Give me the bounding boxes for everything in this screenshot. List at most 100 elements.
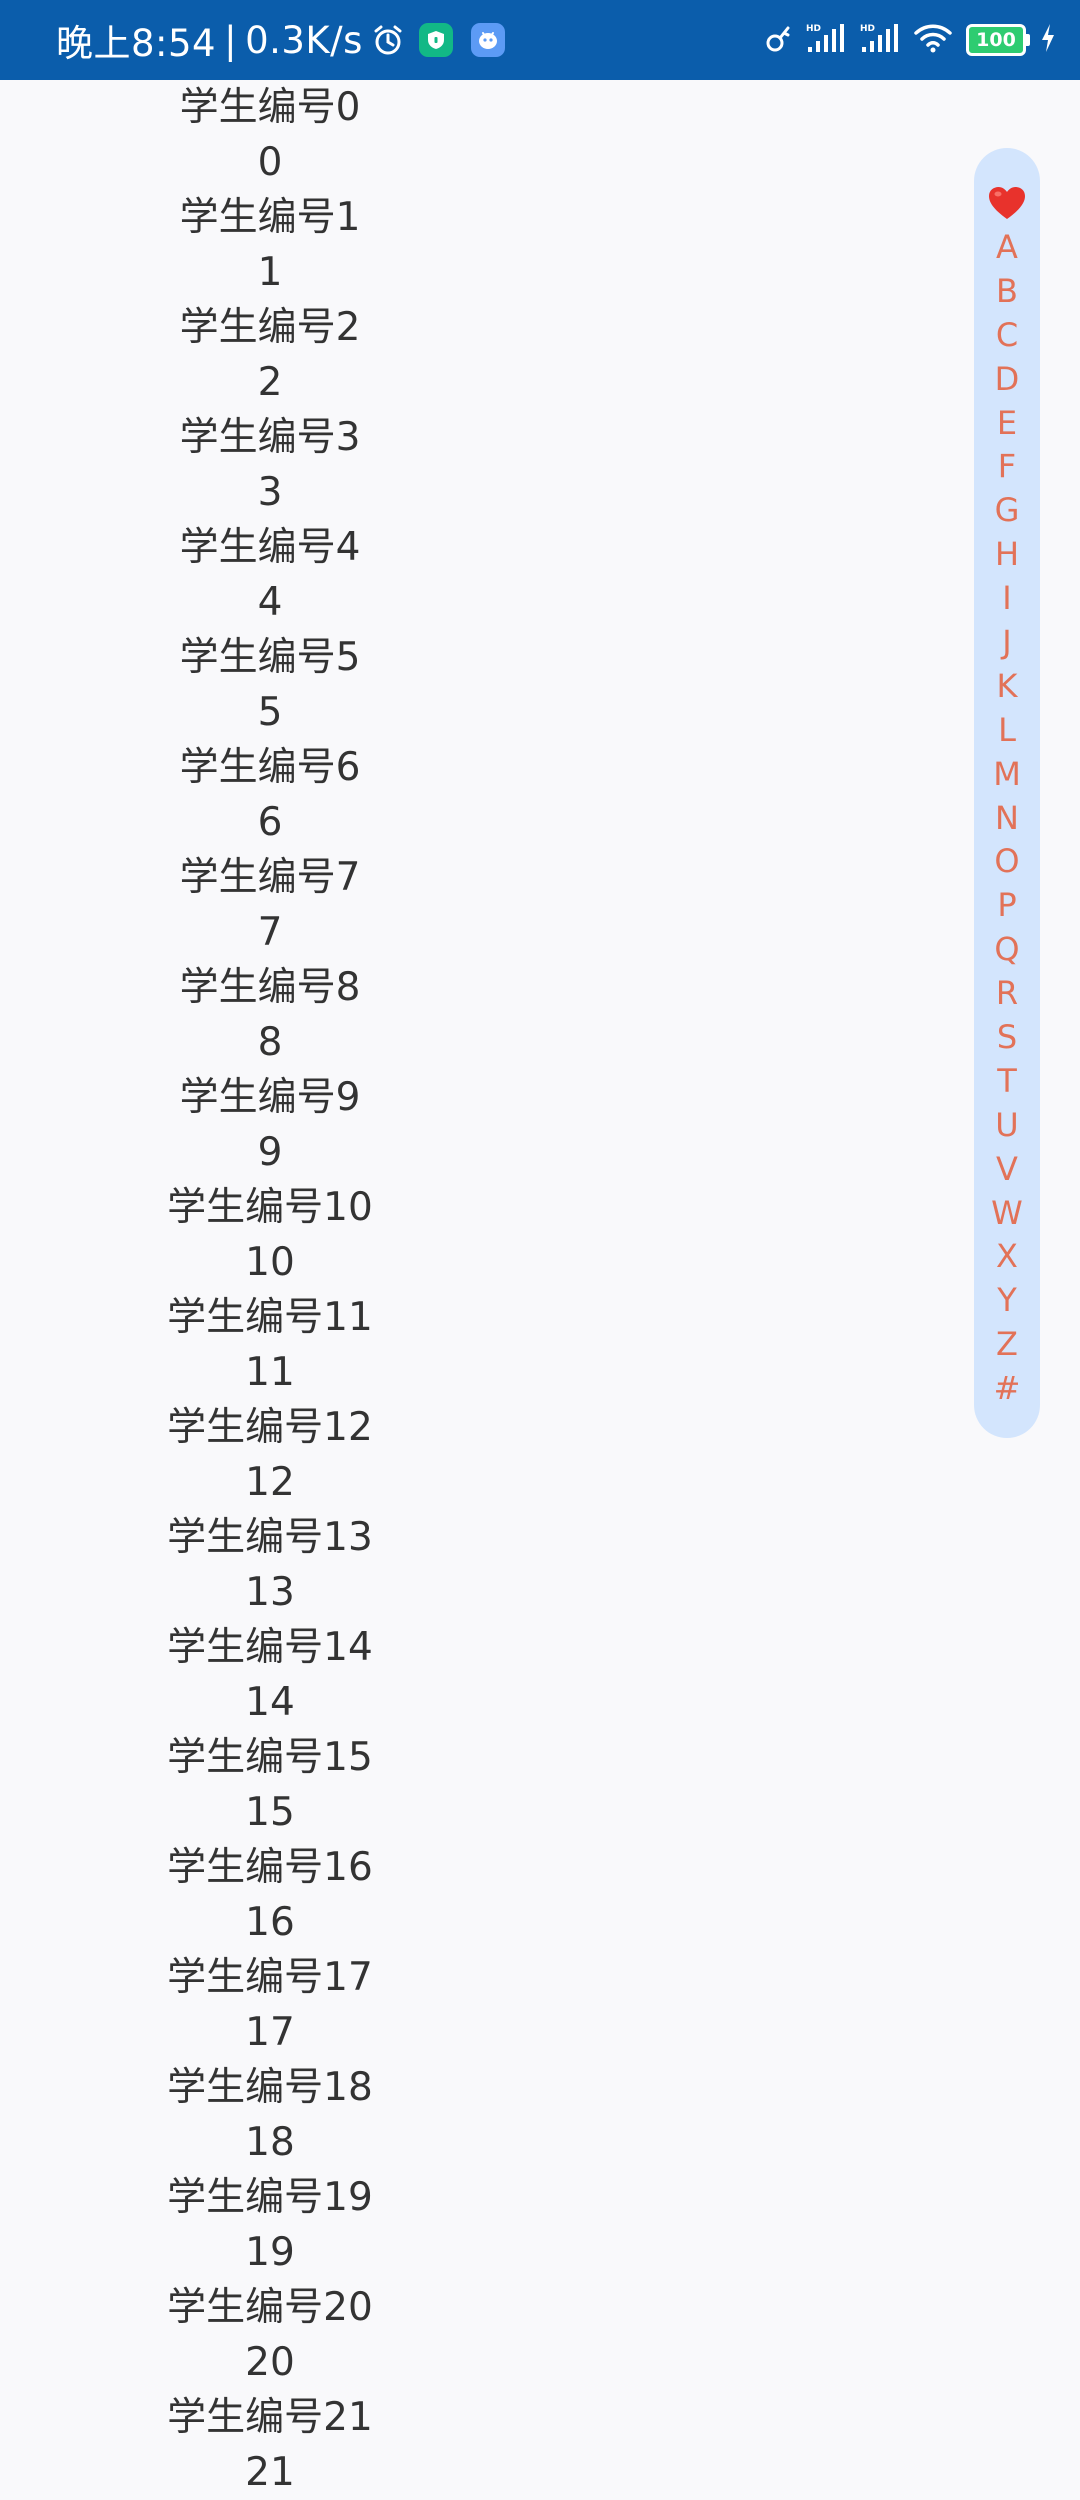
hd-signal-icon: HD <box>860 21 900 59</box>
student-number: 18 <box>245 2120 295 2165</box>
student-name: 学生编号3 <box>179 415 361 460</box>
index-letter[interactable]: P <box>997 886 1017 925</box>
student-number: 10 <box>245 1240 295 1285</box>
index-letter[interactable]: V <box>996 1149 1018 1188</box>
index-letter[interactable]: E <box>996 403 1018 442</box>
list-item[interactable]: 学生编号7 7 <box>0 850 1080 960</box>
heart-icon[interactable] <box>974 180 1040 226</box>
student-name: 学生编号13 <box>167 1515 373 1560</box>
index-letter[interactable]: K <box>996 666 1018 705</box>
index-letter[interactable]: D <box>994 359 1020 398</box>
list-item-content: 学生编号13 13 <box>0 1510 540 1620</box>
list-item[interactable]: 学生编号11 11 <box>0 1290 1080 1400</box>
list-item-content: 学生编号11 11 <box>0 1290 540 1400</box>
index-letter[interactable]: J <box>1002 623 1012 662</box>
list-item[interactable]: 学生编号21 21 <box>0 2390 1080 2500</box>
student-number: 4 <box>257 580 283 625</box>
list-item-content: 学生编号18 18 <box>0 2060 540 2170</box>
index-letter[interactable]: Q <box>994 930 1020 969</box>
index-letter[interactable]: U <box>995 1105 1019 1144</box>
list-item[interactable]: 学生编号0 0 <box>0 80 1080 190</box>
student-name: 学生编号7 <box>179 855 361 900</box>
list-item[interactable]: 学生编号8 8 <box>0 960 1080 1070</box>
list-item[interactable]: 学生编号17 17 <box>0 1950 1080 2060</box>
list-item-content: 学生编号21 21 <box>0 2390 540 2500</box>
list-item[interactable]: 学生编号20 20 <box>0 2280 1080 2390</box>
index-letter[interactable]: C <box>995 315 1019 354</box>
index-letter[interactable]: R <box>995 974 1019 1013</box>
list-item[interactable]: 学生编号2 2 <box>0 300 1080 410</box>
list-item[interactable]: 学生编号9 9 <box>0 1070 1080 1180</box>
svg-text:HD: HD <box>860 24 875 34</box>
list-item[interactable]: 学生编号4 4 <box>0 520 1080 630</box>
student-number: 20 <box>245 2340 295 2385</box>
student-name: 学生编号15 <box>167 1735 373 1780</box>
index-letter[interactable]: L <box>998 710 1016 749</box>
student-name: 学生编号17 <box>167 1955 373 2000</box>
status-right: HD HD <box>766 0 1056 80</box>
index-letter[interactable]: H <box>994 535 1020 574</box>
index-letter[interactable]: X <box>996 1237 1018 1276</box>
list-item-content: 学生编号9 9 <box>0 1070 540 1180</box>
list-item[interactable]: 学生编号5 5 <box>0 630 1080 740</box>
list-item[interactable]: 学生编号13 13 <box>0 1510 1080 1620</box>
index-letter[interactable]: A <box>996 228 1018 266</box>
list-item-content: 学生编号1 1 <box>0 190 540 300</box>
index-letter[interactable]: Y <box>997 1281 1017 1320</box>
student-list[interactable]: 学生编号0 0 学生编号1 1 学生编号2 2 学生编号3 3 学生编号4 4 学生编号5 5 学生编号… <box>0 80 1080 2500</box>
assistant-app-icon <box>470 23 505 57</box>
student-name: 学生编号12 <box>167 1405 373 1450</box>
index-letter[interactable]: W <box>991 1193 1023 1232</box>
list-item[interactable]: 学生编号15 15 <box>0 1730 1080 1840</box>
status-separator: | <box>224 18 238 62</box>
key-icon <box>766 21 792 59</box>
index-letter[interactable]: B <box>996 271 1018 310</box>
student-number: 5 <box>257 690 283 735</box>
list-item-content: 学生编号20 20 <box>0 2280 540 2390</box>
list-item-content: 学生编号6 6 <box>0 740 540 850</box>
student-name: 学生编号19 <box>167 2175 373 2220</box>
hd-signal-icon: HD <box>806 21 846 59</box>
student-number: 13 <box>245 1570 295 1615</box>
index-letter[interactable]: S <box>996 1018 1018 1057</box>
list-item[interactable]: 学生编号14 14 <box>0 1620 1080 1730</box>
index-letter[interactable]: T <box>997 1061 1017 1100</box>
student-number: 14 <box>245 1680 295 1725</box>
student-name: 学生编号5 <box>179 635 361 680</box>
student-number: 3 <box>257 470 283 515</box>
list-item-content: 学生编号15 15 <box>0 1730 540 1840</box>
student-number: 7 <box>257 910 283 955</box>
list-item[interactable]: 学生编号10 10 <box>0 1180 1080 1290</box>
list-item[interactable]: 学生编号16 16 <box>0 1840 1080 1950</box>
index-letter[interactable]: N <box>995 798 1019 837</box>
list-item[interactable]: 学生编号3 3 <box>0 410 1080 520</box>
student-number: 11 <box>245 1350 295 1395</box>
list-item[interactable]: 学生编号18 18 <box>0 2060 1080 2170</box>
battery-icon: 100 <box>966 24 1030 56</box>
index-letter[interactable]: F <box>997 447 1017 486</box>
list-item-content: 学生编号10 10 <box>0 1180 540 1290</box>
list-item-content: 学生编号7 7 <box>0 850 540 960</box>
index-letter[interactable]: O <box>994 842 1020 881</box>
list-item[interactable]: 学生编号12 12 <box>0 1400 1080 1510</box>
student-name: 学生编号11 <box>167 1295 373 1340</box>
status-bar: 晚上8:54 | 0.3K/s <box>0 0 1080 80</box>
student-name: 学生编号10 <box>167 1185 373 1230</box>
index-letter[interactable]: M <box>993 754 1021 793</box>
list-item-content: 学生编号12 12 <box>0 1400 540 1510</box>
student-number: 19 <box>245 2230 295 2275</box>
student-number: 0 <box>257 140 283 185</box>
status-time: 晚上8:54 <box>56 22 217 65</box>
index-letter[interactable]: # <box>993 1369 1021 1408</box>
student-name: 学生编号0 <box>179 85 361 130</box>
alphabet-index-bar[interactable]: A B C D E F G H I J K L M N O P Q R S T U V W X Y Z # <box>974 148 1040 1438</box>
list-item[interactable]: 学生编号6 6 <box>0 740 1080 850</box>
list-item[interactable]: 学生编号1 1 <box>0 190 1080 300</box>
index-letter[interactable]: I <box>1002 579 1012 618</box>
index-letter[interactable]: Z <box>996 1325 1018 1364</box>
list-item[interactable]: 学生编号19 19 <box>0 2170 1080 2280</box>
student-number: 21 <box>245 2450 295 2495</box>
index-letter[interactable]: G <box>994 491 1020 530</box>
student-number: 2 <box>257 360 283 405</box>
list-item-content: 学生编号3 3 <box>0 410 540 520</box>
